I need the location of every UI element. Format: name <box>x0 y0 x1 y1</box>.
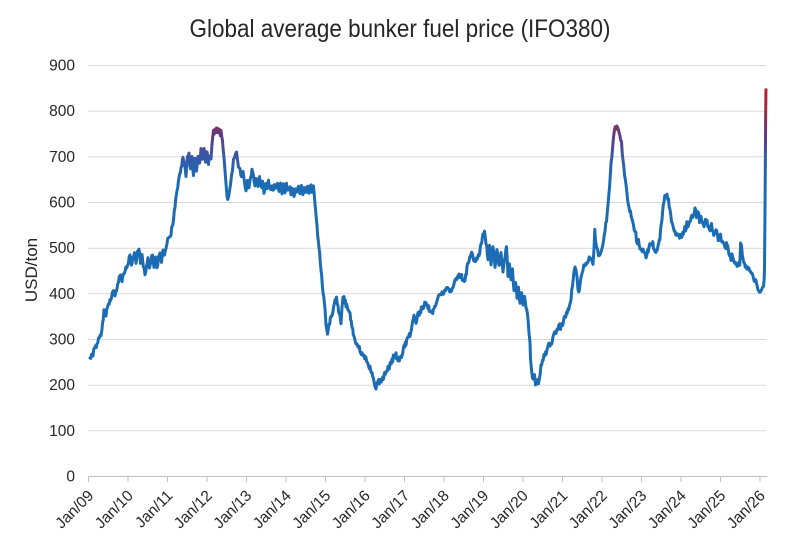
svg-text:Jan/23: Jan/23 <box>605 487 650 532</box>
svg-text:Jan/09: Jan/09 <box>52 487 97 532</box>
svg-text:500: 500 <box>49 240 75 257</box>
svg-text:100: 100 <box>49 423 75 440</box>
svg-text:400: 400 <box>49 286 75 303</box>
svg-text:Jan/16: Jan/16 <box>329 487 374 532</box>
svg-text:Jan/17: Jan/17 <box>368 487 413 532</box>
svg-text:Jan/24: Jan/24 <box>645 487 690 532</box>
svg-text:Jan/11: Jan/11 <box>132 487 176 531</box>
svg-text:300: 300 <box>49 332 75 349</box>
svg-text:Jan/19: Jan/19 <box>447 487 492 532</box>
svg-text:0: 0 <box>66 469 75 486</box>
svg-text:Jan/21: Jan/21 <box>526 487 571 532</box>
svg-text:Jan/10: Jan/10 <box>92 487 137 532</box>
svg-text:Jan/14: Jan/14 <box>250 487 295 532</box>
svg-text:Jan/22: Jan/22 <box>566 487 611 532</box>
svg-text:Jan/25: Jan/25 <box>684 487 729 532</box>
svg-text:700: 700 <box>49 149 75 166</box>
svg-text:Jan/15: Jan/15 <box>289 487 334 532</box>
svg-text:200: 200 <box>49 377 75 394</box>
svg-text:Global average bunker fuel pri: Global average bunker fuel price (IFO380… <box>190 15 611 43</box>
svg-text:USD/ton: USD/ton <box>22 238 41 302</box>
svg-text:Jan/20: Jan/20 <box>487 487 532 532</box>
svg-text:800: 800 <box>49 103 75 120</box>
svg-text:Jan/26: Jan/26 <box>724 487 769 532</box>
svg-text:Jan/12: Jan/12 <box>171 487 216 532</box>
svg-text:Jan/18: Jan/18 <box>408 487 453 532</box>
svg-text:Jan/13: Jan/13 <box>210 487 255 532</box>
svg-text:900: 900 <box>49 58 75 75</box>
svg-text:600: 600 <box>49 195 75 212</box>
